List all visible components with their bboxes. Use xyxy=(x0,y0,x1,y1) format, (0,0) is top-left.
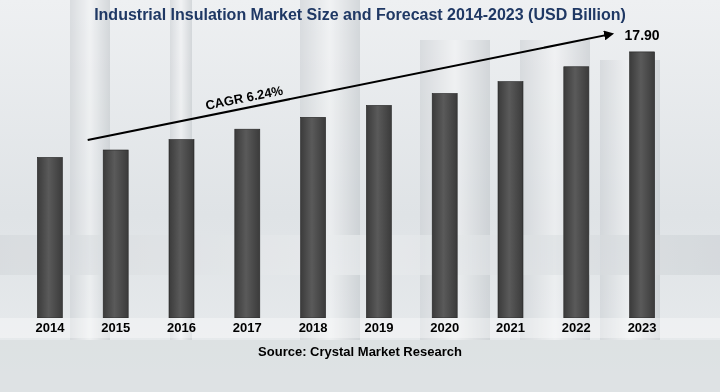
bar xyxy=(37,157,62,318)
bar xyxy=(169,140,194,318)
x-tick-label: 2019 xyxy=(364,320,393,335)
x-tick-label: 2018 xyxy=(299,320,328,335)
x-tick-label: 2015 xyxy=(101,320,130,335)
x-tick-label: 2021 xyxy=(496,320,525,335)
x-tick-label: 2023 xyxy=(628,320,657,335)
pipe xyxy=(420,40,490,340)
bars xyxy=(37,52,654,318)
background xyxy=(0,0,720,392)
background-decoration xyxy=(0,0,720,392)
bar xyxy=(498,82,523,318)
x-tick-label: 2016 xyxy=(167,320,196,335)
bar xyxy=(301,117,326,318)
bar xyxy=(103,150,128,318)
bar xyxy=(564,67,589,318)
title-line: Industrial Insulation Market Size and Fo… xyxy=(94,6,626,23)
title: Industrial Insulation Market Size and Fo… xyxy=(94,6,626,23)
pipe xyxy=(520,40,590,340)
x-tick-label: 2020 xyxy=(430,320,459,335)
cagr-arrow xyxy=(88,34,612,140)
bar xyxy=(366,105,391,318)
chart: 2014 2015 2016 2017 2018 2019 2020 2021 2022 2023… xyxy=(0,0,720,392)
x-axis-band xyxy=(0,318,720,338)
bar xyxy=(432,94,457,318)
source: Source: Crystal Market Research xyxy=(258,344,462,359)
page: {"chart_data": {"type": "bar", "title": … xyxy=(0,0,720,392)
bar xyxy=(235,129,260,318)
x-tick-label: 2022 xyxy=(562,320,591,335)
x-tick-label: 2017 xyxy=(233,320,262,335)
x-tick-label: 2014 xyxy=(35,320,65,335)
data-label: 17.90 xyxy=(625,27,660,43)
bar xyxy=(630,52,655,318)
annotation: CAGR 6.24% xyxy=(204,83,285,113)
floor xyxy=(0,340,720,392)
